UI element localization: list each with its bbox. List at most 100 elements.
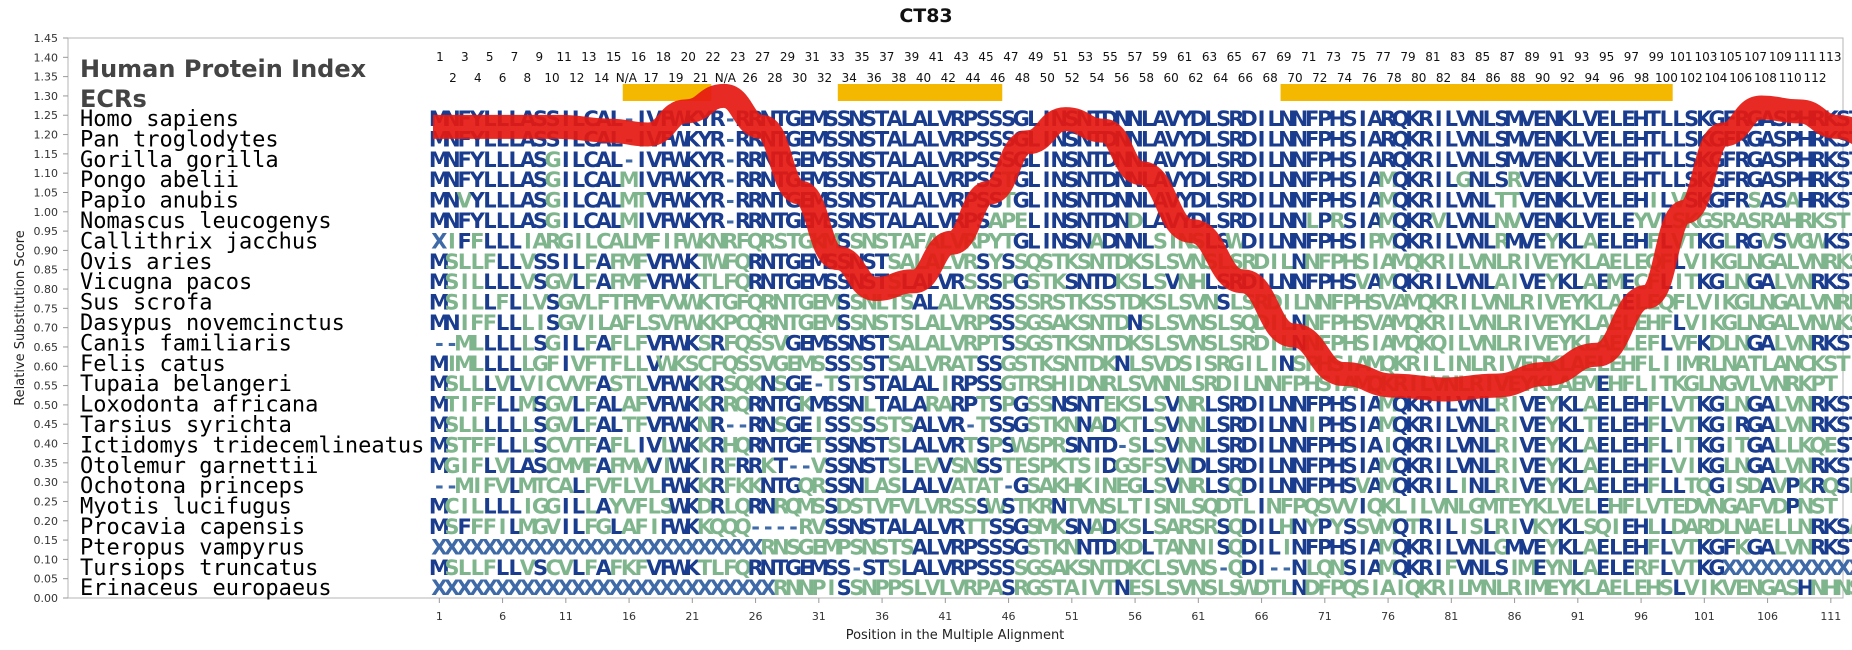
residue: A — [1759, 535, 1776, 559]
residue: M — [555, 454, 576, 478]
residue: X — [545, 535, 561, 559]
residue: - — [448, 331, 457, 355]
residue: F — [660, 474, 674, 498]
residue: L — [610, 515, 623, 539]
residue: X — [735, 535, 751, 559]
residue: L — [509, 291, 522, 315]
residue: R — [1835, 291, 1851, 315]
residue: E — [1621, 556, 1635, 580]
residue: I — [1511, 556, 1519, 580]
residue: T — [1685, 556, 1700, 580]
residue: L — [1445, 107, 1458, 131]
residue: L — [509, 474, 522, 498]
index-label: 108 — [1754, 71, 1777, 85]
residue: M — [454, 331, 475, 355]
residue: L — [496, 331, 509, 355]
residue: I — [638, 107, 646, 131]
residue: C — [545, 372, 560, 396]
residue: A — [1582, 393, 1599, 417]
residue: Q — [734, 515, 752, 539]
index-label: 29 — [780, 50, 795, 64]
residue: L — [1445, 229, 1458, 253]
residue: S — [824, 393, 839, 417]
residue: L — [1723, 270, 1736, 294]
residue: K — [684, 474, 701, 498]
residue: P — [1810, 372, 1825, 396]
residue: M — [619, 250, 640, 274]
residue: V — [558, 393, 575, 417]
species-label: Dasypus novemcinctus — [80, 311, 345, 336]
residue: E — [1103, 393, 1117, 417]
residue: N — [772, 291, 790, 315]
residue: V — [1329, 495, 1346, 519]
residue: L — [471, 556, 484, 580]
residue: K — [1405, 107, 1422, 131]
residue: L — [1445, 168, 1458, 192]
residue: L — [1268, 148, 1281, 172]
residue: L — [1141, 474, 1154, 498]
residue: L — [496, 352, 509, 376]
residue: M — [808, 107, 829, 131]
residue: L — [1774, 413, 1787, 437]
residue: S — [1355, 331, 1370, 355]
residue: S — [1102, 495, 1117, 519]
residue: N — [848, 433, 866, 457]
residue: A — [937, 393, 954, 417]
residue: N — [1480, 311, 1498, 335]
residue: L — [1660, 535, 1673, 559]
residue: R — [1810, 331, 1826, 355]
residue: R — [1506, 250, 1522, 274]
residue: G — [557, 229, 574, 253]
x-tick-label: 21 — [685, 610, 699, 623]
residue: S — [1836, 393, 1851, 417]
residue: S — [1039, 372, 1054, 396]
residue: L — [926, 556, 939, 580]
residue: X — [570, 576, 586, 600]
residue: S — [1836, 433, 1851, 457]
residue: N — [1278, 270, 1296, 294]
residue: K — [1557, 229, 1574, 253]
residue: S — [900, 576, 915, 600]
residue: R — [760, 311, 776, 335]
human-protein-index: 1 3 5 7 9 11 13 15 16 18 20 22 23 27 29 31 33 35 37 39 41 43 4… — [436, 50, 1841, 85]
residue: S — [837, 515, 852, 539]
residue: L — [572, 393, 585, 417]
residue: L — [913, 495, 926, 519]
residue: V — [937, 556, 954, 580]
residue: R — [963, 311, 979, 335]
residue: L — [1723, 331, 1736, 355]
residue: D — [1240, 454, 1257, 478]
residue: N — [1797, 454, 1815, 478]
residue: S — [824, 107, 839, 131]
residue: S — [1836, 148, 1851, 172]
residue: N — [1468, 556, 1486, 580]
residue: L — [1141, 127, 1154, 151]
residue: S — [862, 372, 877, 396]
residue: L — [471, 291, 484, 315]
residue: S — [963, 495, 978, 519]
residue: V — [937, 189, 954, 213]
residue: N — [1190, 331, 1208, 355]
residue: N — [443, 148, 461, 172]
residue: A — [899, 229, 916, 253]
residue: I — [1435, 168, 1443, 192]
residue: I — [1258, 209, 1266, 233]
residue: L — [483, 189, 496, 213]
residue: I — [1662, 352, 1670, 376]
residue: F — [1634, 352, 1648, 376]
residue: V — [925, 352, 942, 376]
index-label: 87 — [1500, 50, 1515, 64]
residue: R — [1443, 291, 1459, 315]
residue: S — [1343, 127, 1358, 151]
index-label: 66 — [1238, 71, 1253, 85]
residue: I — [663, 454, 671, 478]
residue: F — [660, 331, 674, 355]
residue: L — [1584, 576, 1597, 600]
index-label: 99 — [1649, 50, 1664, 64]
residue: V — [925, 495, 942, 519]
residue: M — [808, 331, 829, 355]
residue: V — [1785, 331, 1802, 355]
residue: N — [759, 209, 777, 233]
residue: N — [759, 270, 777, 294]
